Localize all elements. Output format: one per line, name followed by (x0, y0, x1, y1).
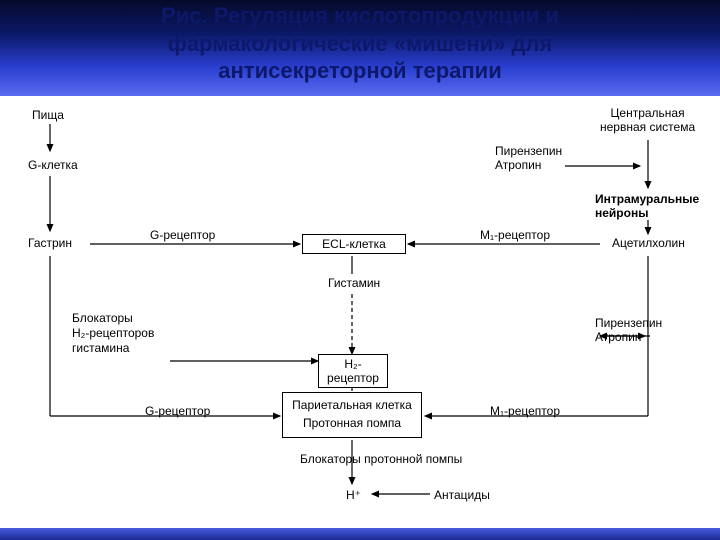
title-line3: антисекреторной терапии (218, 57, 501, 85)
diagram-area: Пища G-клетка Гастрин G-рецептор ECL-кле… (0, 96, 720, 540)
footer-bar (0, 528, 720, 540)
label-cns: Центральная нервная система (600, 106, 695, 135)
title-line1: Рис. Регуляция кислотопродукции и (161, 2, 559, 30)
label-g-receptor-bottom: G-рецептор (145, 404, 210, 418)
label-intramural: Интрамуральные нейроны (595, 192, 699, 221)
label-parietal-cell: Париетальная клетка (289, 396, 415, 414)
label-g-receptor-top: G-рецептор (150, 228, 215, 242)
label-proton-pump: Протонная помпа (289, 414, 415, 432)
label-m1-bottom: М₁-рецептор (490, 404, 560, 418)
label-m1-top: М₁-рецептор (480, 228, 550, 242)
box-parietal: Париетальная клетка Протонная помпа (282, 392, 422, 438)
label-h2-blockers: Блокаторы Н₂-рецепторов гистамина (72, 311, 154, 356)
label-antacids: Антациды (434, 488, 490, 502)
box-ecl-cell: ECL-клетка (302, 234, 406, 254)
label-pirenzepine-bottom: Пирензепин Атропин (595, 316, 662, 345)
label-acetylcholine: Ацетилхолин (612, 236, 685, 250)
label-histamine: Гистамин (328, 276, 380, 290)
label-pirenzepine-top: Пирензепин Атропин (495, 144, 562, 173)
box-h2-receptor: Н₂-рецептор (318, 354, 388, 388)
label-gastrin: Гастрин (28, 236, 72, 250)
label-h-plus: H⁺ (346, 488, 361, 502)
label-g-cell: G-клетка (28, 158, 78, 172)
title-container: Рис. Регуляция кислотопродукции и фармак… (0, 2, 720, 85)
label-food: Пища (32, 108, 64, 122)
title-line2: фармакологические «мишени» для (168, 30, 553, 58)
label-ppi-blockers: Блокаторы протонной помпы (300, 452, 462, 466)
